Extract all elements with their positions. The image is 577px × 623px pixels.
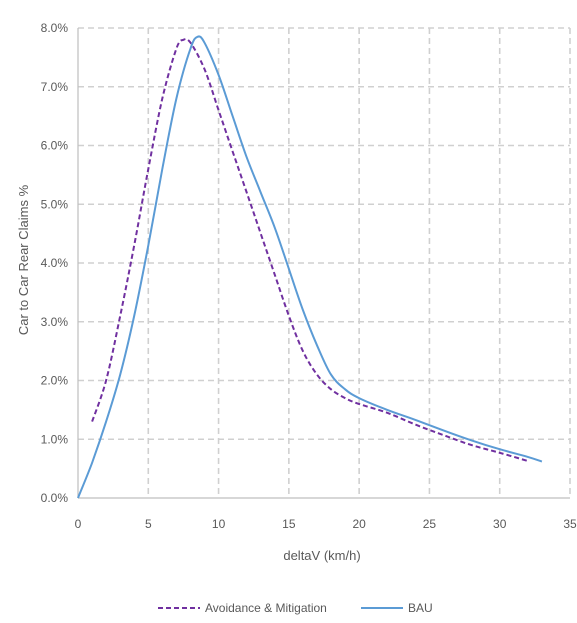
grid xyxy=(78,27,571,498)
y-tick-label: 7.0% xyxy=(41,80,69,94)
x-tick-label: 5 xyxy=(145,517,152,531)
x-tick-labels: 0 5 10 15 20 25 30 35 xyxy=(75,517,577,531)
series-line-avoidance xyxy=(91,37,529,462)
y-tick-label: 4.0% xyxy=(41,256,69,270)
x-axis-title: deltaV (km/h) xyxy=(283,548,360,563)
axes xyxy=(77,28,570,499)
y-tick-label: 8.0% xyxy=(41,21,69,35)
y-tick-labels: 0.0% 1.0% 2.0% 3.0% 4.0% 5.0% 6.0% 7.0% 8.0% xyxy=(41,21,69,505)
y-tick-label: 2.0% xyxy=(41,374,69,388)
series-line-bau xyxy=(77,35,543,499)
y-tick-label: 3.0% xyxy=(41,315,69,329)
x-tick-label: 35 xyxy=(563,517,577,531)
x-tick-label: 20 xyxy=(352,517,366,531)
y-tick-label: 1.0% xyxy=(41,432,69,446)
y-tick-label: 5.0% xyxy=(41,197,69,211)
legend-label-bau: BAU xyxy=(408,601,433,615)
x-tick-label: 0 xyxy=(75,517,82,531)
x-tick-label: 10 xyxy=(212,517,226,531)
legend: Avoidance & Mitigation BAU xyxy=(158,601,433,615)
x-tick-label: 15 xyxy=(282,517,296,531)
y-axis-title: Car to Car Rear Claims % xyxy=(16,184,31,335)
series-lines xyxy=(77,35,543,499)
y-tick-label: 6.0% xyxy=(41,139,69,153)
x-tick-label: 25 xyxy=(423,517,437,531)
y-tick-label: 0.0% xyxy=(41,491,69,505)
x-tick-label: 30 xyxy=(493,517,507,531)
legend-label-avoidance: Avoidance & Mitigation xyxy=(205,601,327,615)
